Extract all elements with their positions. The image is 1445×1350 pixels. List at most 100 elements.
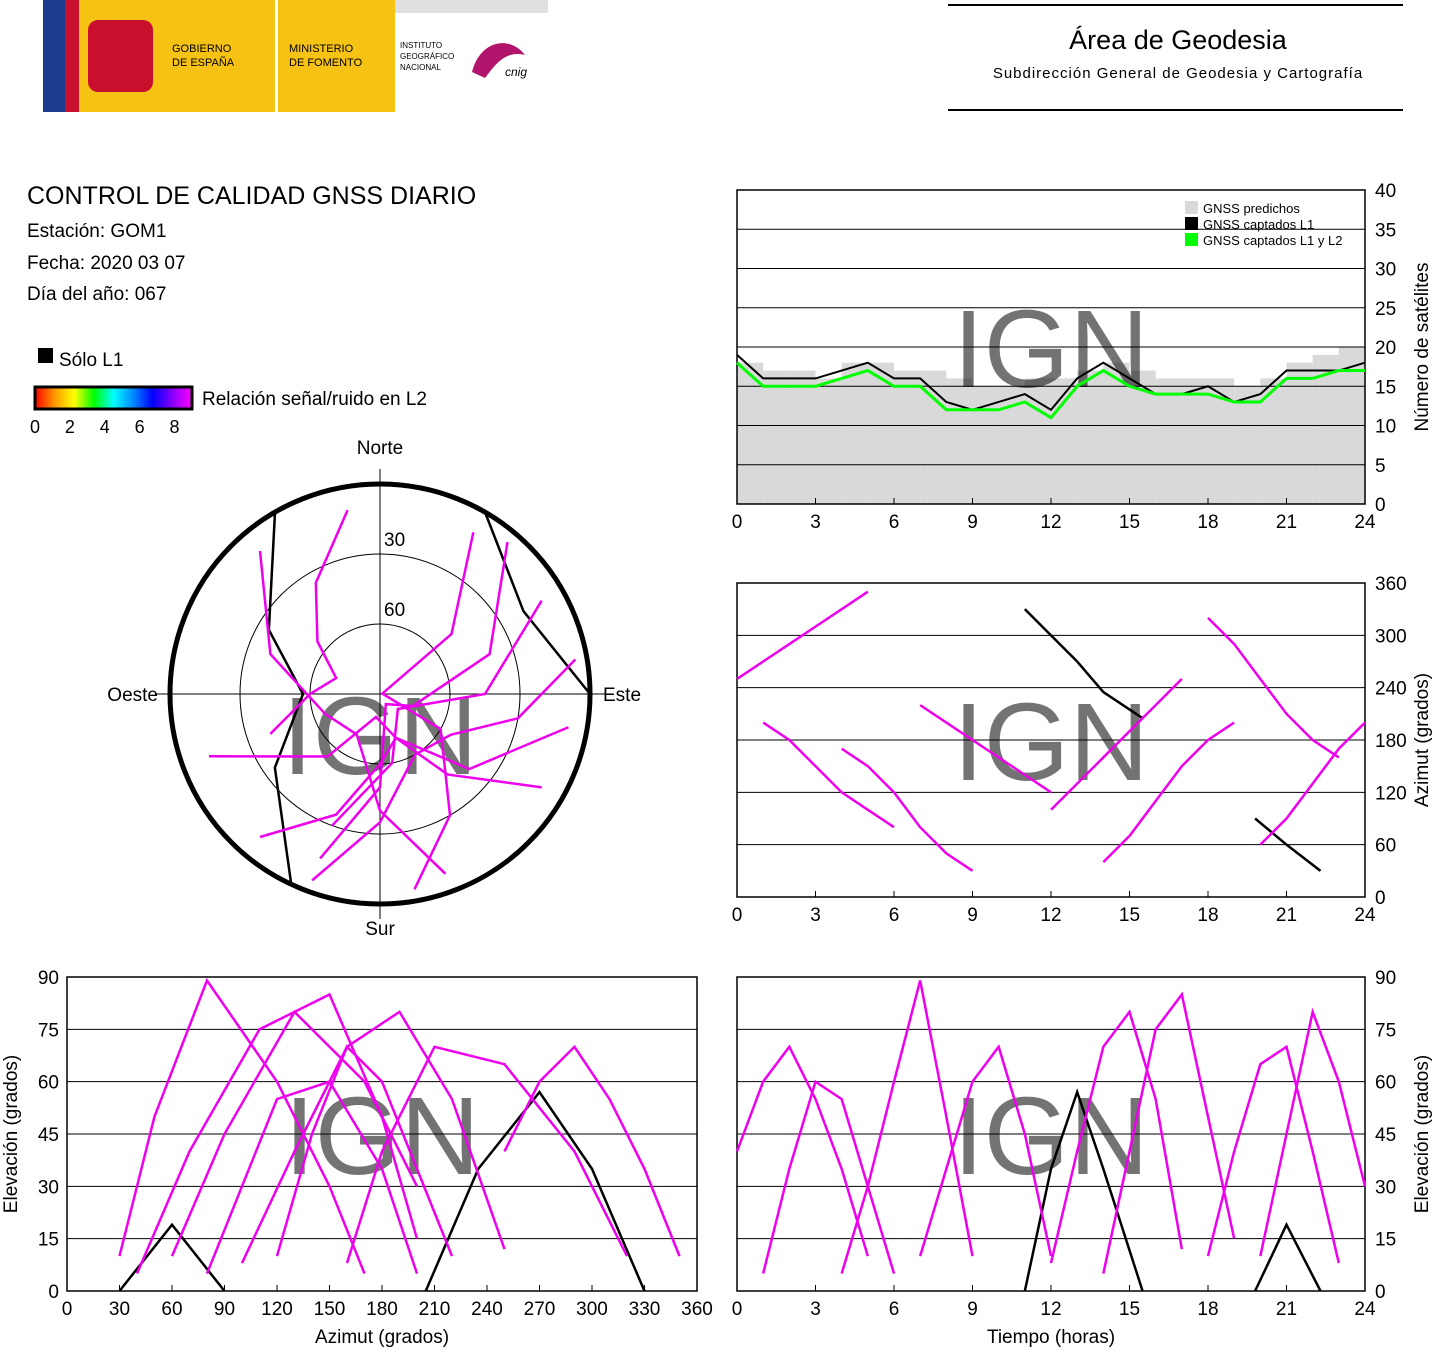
track [118,1222,226,1292]
x-tick-label: 12 [1040,512,1061,533]
y-tick-label: 360 [1375,574,1407,595]
x-tick-label: 150 [314,1299,346,1320]
x-tick-label: 15 [1119,1299,1140,1320]
y-tick-label: 60 [1375,836,1396,857]
colorbar-tick: 4 [100,417,110,437]
colorbar [33,385,194,411]
y-tick-label: 30 [1375,260,1396,281]
track [1102,721,1235,863]
track [1254,817,1322,872]
y-tick-label: 45 [1375,1125,1396,1146]
plot-frame [736,976,1366,1292]
track [762,721,895,829]
track [503,1044,681,1257]
y-tick-label: 75 [1375,1020,1396,1041]
area-title: Área de Geodesia [1069,25,1288,55]
ign-text: INSTITUTO [400,41,442,50]
watermark: IGN [953,1075,1149,1198]
ign-text: GEOGRÁFICO [400,52,454,61]
track [1023,608,1144,720]
x-tick-label: 0 [62,1299,73,1320]
x-tick-label: 18 [1197,512,1218,533]
sky-track [259,736,542,839]
x-tick-label: 12 [1040,905,1061,926]
track [1259,721,1366,846]
predicted-bar [920,370,947,504]
track [1206,1044,1341,1264]
track [275,1044,454,1257]
track [424,1090,646,1292]
x-tick-label: 18 [1197,1299,1218,1320]
north-label: Norte [357,438,403,459]
x-tick-label: 60 [161,1299,182,1320]
flag-red [65,0,79,112]
legend-swatch [38,348,53,363]
x-tick-label: 6 [889,1299,900,1320]
track [240,1010,506,1264]
x-tick-label: 180 [366,1299,398,1320]
legend-swatch [1185,217,1198,230]
legend-label: GNSS captados L1 y L2 [1203,233,1342,248]
y-axis-label: Azimut (grados) [1412,673,1433,807]
x-tick-label: 21 [1276,905,1297,926]
ring-label: 30 [384,530,405,551]
y-tick-label: 15 [1375,377,1396,398]
count-line [736,354,1366,412]
predicted-bar [1155,378,1182,504]
y-tick-label: 90 [38,968,59,989]
predicted-bar [1286,362,1313,504]
y-axis-label: Elevación (grados) [1,1055,22,1213]
x-axis-label: Tiempo (horas) [987,1327,1115,1348]
sky-track [319,541,509,860]
y-tick-label: 120 [1375,783,1407,804]
y-tick-label: 0 [48,1282,59,1303]
y-tick-label: 5 [1375,456,1386,477]
station: Estación: GOM1 [27,221,166,242]
y-tick-label: 60 [1375,1073,1396,1094]
legend-label: Sólo L1 [59,350,123,371]
x-tick-label: 90 [214,1299,235,1320]
colorbar-tick: 6 [135,417,145,437]
x-tick-label: 360 [681,1299,713,1320]
area-subtitle: Subdirección General de Geodesia y Carto… [993,65,1363,82]
track [918,1044,1053,1257]
colorbar-tick: 0 [30,417,40,437]
x-tick-label: 9 [967,1299,978,1320]
x-tick-label: 15 [1119,905,1140,926]
eu-band [43,0,65,112]
y-axis-label: Elevación (grados) [1412,1055,1433,1213]
y-tick-label: 300 [1375,626,1407,647]
legend-label: GNSS captados L1 [1203,217,1314,232]
track [1049,1009,1184,1264]
ministry-logo-bg [278,0,395,112]
doy: Día del año: 067 [27,284,166,305]
sky-track [208,715,569,771]
x-tick-label: 120 [261,1299,293,1320]
plot-frame [66,976,698,1292]
cnig-mark [472,43,525,78]
x-tick-label: 6 [889,905,900,926]
track [761,1079,896,1274]
cnig-text: cnig [505,65,527,79]
ministry-text: DE FOMENTO [289,57,363,69]
x-axis-label: Azimut (grados) [315,1327,449,1348]
x-tick-label: 18 [1197,905,1218,926]
legend-swatch [1185,201,1198,214]
x-tick-label: 210 [419,1299,451,1320]
legend-swatch [1185,233,1198,246]
y-tick-label: 180 [1375,731,1407,752]
predicted-bar [763,370,790,504]
y-tick-label: 90 [1375,968,1396,989]
legend-label: GNSS predichos [1203,201,1300,216]
predicted-bar [1051,378,1078,504]
sky-track [311,658,577,882]
x-tick-label: 30 [109,1299,130,1320]
x-tick-label: 3 [810,512,821,533]
x-tick-label: 6 [889,512,900,533]
x-tick-label: 270 [524,1299,556,1320]
sky-track [331,600,543,827]
x-tick-label: 330 [629,1299,661,1320]
y-tick-label: 60 [38,1073,59,1094]
ign-bar [395,0,548,13]
